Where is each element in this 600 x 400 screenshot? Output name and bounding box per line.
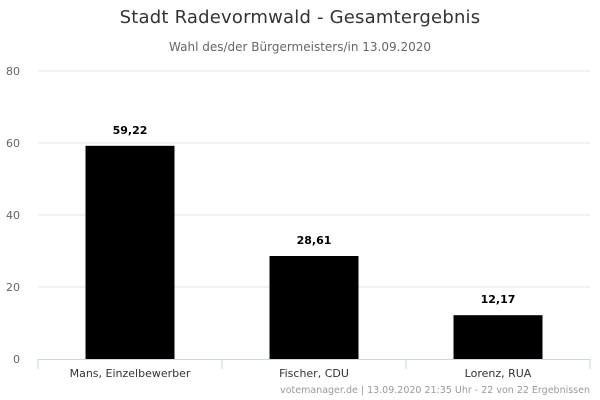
y-tick-label: 0	[13, 353, 20, 366]
bar[interactable]	[269, 256, 359, 359]
y-tick-label: 60	[6, 137, 20, 150]
source-credit[interactable]: votemanager.de | 13.09.2020 21:35 Uhr - …	[280, 385, 590, 396]
y-tick-label: 80	[6, 65, 20, 78]
y-tick-label: 20	[6, 281, 20, 294]
category-label: Fischer, CDU	[279, 367, 349, 380]
y-tick-label: 40	[6, 209, 20, 222]
data-labels: 59,22 28,61 12,17	[113, 124, 516, 306]
category-label: Lorenz, RUA	[465, 367, 532, 380]
chart-subtitle: Wahl des/der Bürgermeisters/in 13.09.202…	[169, 40, 431, 54]
data-label: 59,22	[113, 124, 148, 137]
bars	[85, 145, 543, 359]
category-labels: Mans, Einzelbewerber Fischer, CDU Lorenz, …	[70, 367, 532, 380]
bar[interactable]	[453, 315, 543, 359]
bar[interactable]	[85, 145, 175, 359]
data-label: 12,17	[481, 293, 516, 306]
category-label: Mans, Einzelbewerber	[70, 367, 191, 380]
chart-title: Stadt Radevormwald - Gesamtergebnis	[119, 7, 481, 28]
x-axis-ticks	[37, 359, 591, 369]
data-label: 28,61	[297, 234, 332, 247]
y-axis-ticks: 0 20 40 60 80	[6, 65, 20, 366]
